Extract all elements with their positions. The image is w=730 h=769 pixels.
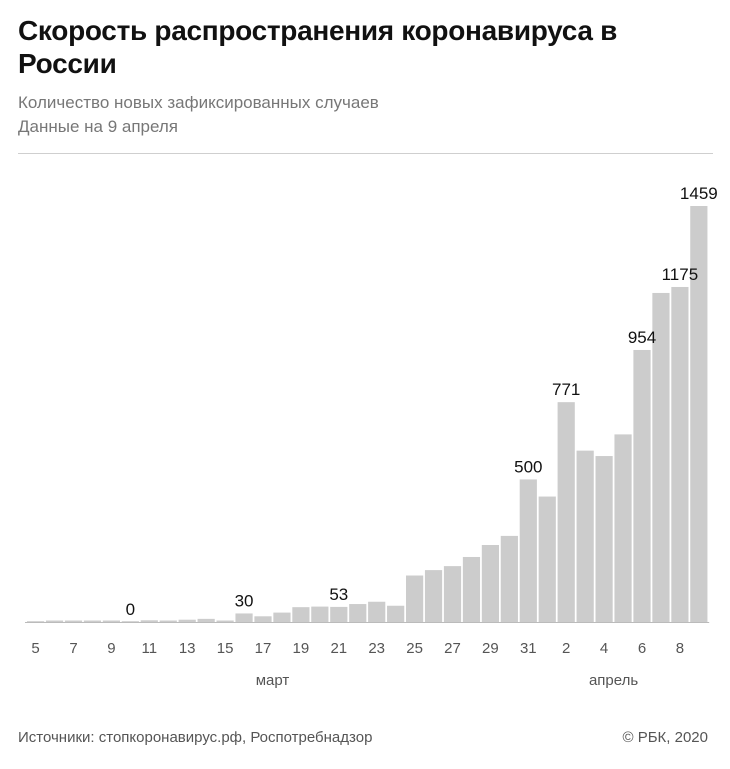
bar-chart: 0 30 53 500 771 954 1175 1459 5 7 9 11 13 15 17 19 21 23 2… <box>25 184 718 689</box>
x-tick-label-5: 5 <box>31 640 39 657</box>
x-tick-label-31: 31 <box>520 640 537 657</box>
x-tick-label-6: 6 <box>638 640 646 657</box>
chart-subtitle: Количество новых зафиксированных случаев… <box>18 91 379 139</box>
bar-8-34 <box>671 286 689 622</box>
copyright: © РБК, 2020 <box>622 729 708 746</box>
bar-16-11 <box>235 613 253 622</box>
bar-8-3 <box>83 620 102 622</box>
data-label-53: 53 <box>329 585 348 604</box>
bar-17-12 <box>254 616 272 622</box>
bar-3-29 <box>576 450 594 622</box>
bar-31-26 <box>519 479 537 622</box>
source-note: Источники: стопкоронавирус.рф, Роспотреб… <box>18 729 373 746</box>
bar-28-23 <box>462 556 481 622</box>
bar-23-18 <box>368 601 386 622</box>
x-tick-label-19: 19 <box>293 640 310 657</box>
bar-4-30 <box>595 456 613 622</box>
header-divider <box>18 153 713 154</box>
x-tick-label-29: 29 <box>482 640 499 657</box>
x-tick-label-2: 2 <box>562 640 570 657</box>
subtitle-line-1: Количество новых зафиксированных случаев <box>18 93 379 112</box>
chart-title: Скорость распространения коронавируса в … <box>18 15 618 79</box>
x-tick-label-17: 17 <box>255 640 272 657</box>
x-tick-label-13: 13 <box>179 640 196 657</box>
x-tick-label-9: 9 <box>107 640 115 657</box>
bar-22-17 <box>349 604 367 622</box>
month-label-апрель: апрель <box>589 672 638 689</box>
data-label-0: 0 <box>126 600 135 619</box>
x-tick-label-23: 23 <box>368 640 385 657</box>
x-tick-label-7: 7 <box>69 640 77 657</box>
subtitle-line-2: Данные на 9 апреля <box>18 117 179 136</box>
x-tick-label-27: 27 <box>444 640 461 657</box>
x-tick-label-21: 21 <box>330 640 347 657</box>
bar-25-20 <box>406 575 424 622</box>
bar-19-14 <box>292 607 310 622</box>
bar-5-0 <box>27 621 45 622</box>
bar-10-5 <box>121 621 139 622</box>
data-label-771: 771 <box>552 380 580 399</box>
data-label-1175: 1175 <box>662 265 699 284</box>
bar-7-33 <box>652 292 670 622</box>
data-label-954: 954 <box>628 328 656 347</box>
x-tick-label-8: 8 <box>676 640 684 657</box>
x-tick-label-25: 25 <box>406 640 423 657</box>
bar-15-10 <box>216 620 234 622</box>
x-tick-label-11: 11 <box>142 640 158 657</box>
bar-18-13 <box>273 612 291 622</box>
bar-6-1 <box>45 620 64 622</box>
bar-26-21 <box>424 570 443 622</box>
bar-9-35 <box>690 206 708 622</box>
bar-21-16 <box>330 606 348 622</box>
bar-30-25 <box>500 535 518 622</box>
bar-9-4 <box>102 620 120 622</box>
bar-14-9 <box>197 618 215 622</box>
data-label-30: 30 <box>235 591 254 610</box>
bar-5-31 <box>614 434 632 622</box>
month-label-март: март <box>256 672 290 689</box>
bar-1-27 <box>538 496 556 622</box>
data-label-1459: 1459 <box>680 184 718 203</box>
bar-12-7 <box>159 620 177 622</box>
x-tick-label-15: 15 <box>217 640 234 657</box>
bar-24-19 <box>387 605 405 622</box>
bar-2-28 <box>557 402 575 622</box>
x-tick-label-4: 4 <box>600 640 608 657</box>
bar-13-8 <box>178 619 196 622</box>
bar-7-2 <box>64 620 83 622</box>
bar-20-15 <box>311 606 329 622</box>
data-label-500: 500 <box>514 457 542 476</box>
bar-29-24 <box>481 545 499 622</box>
bar-11-6 <box>140 620 158 622</box>
bar-27-22 <box>443 566 462 622</box>
bar-6-32 <box>633 349 651 622</box>
